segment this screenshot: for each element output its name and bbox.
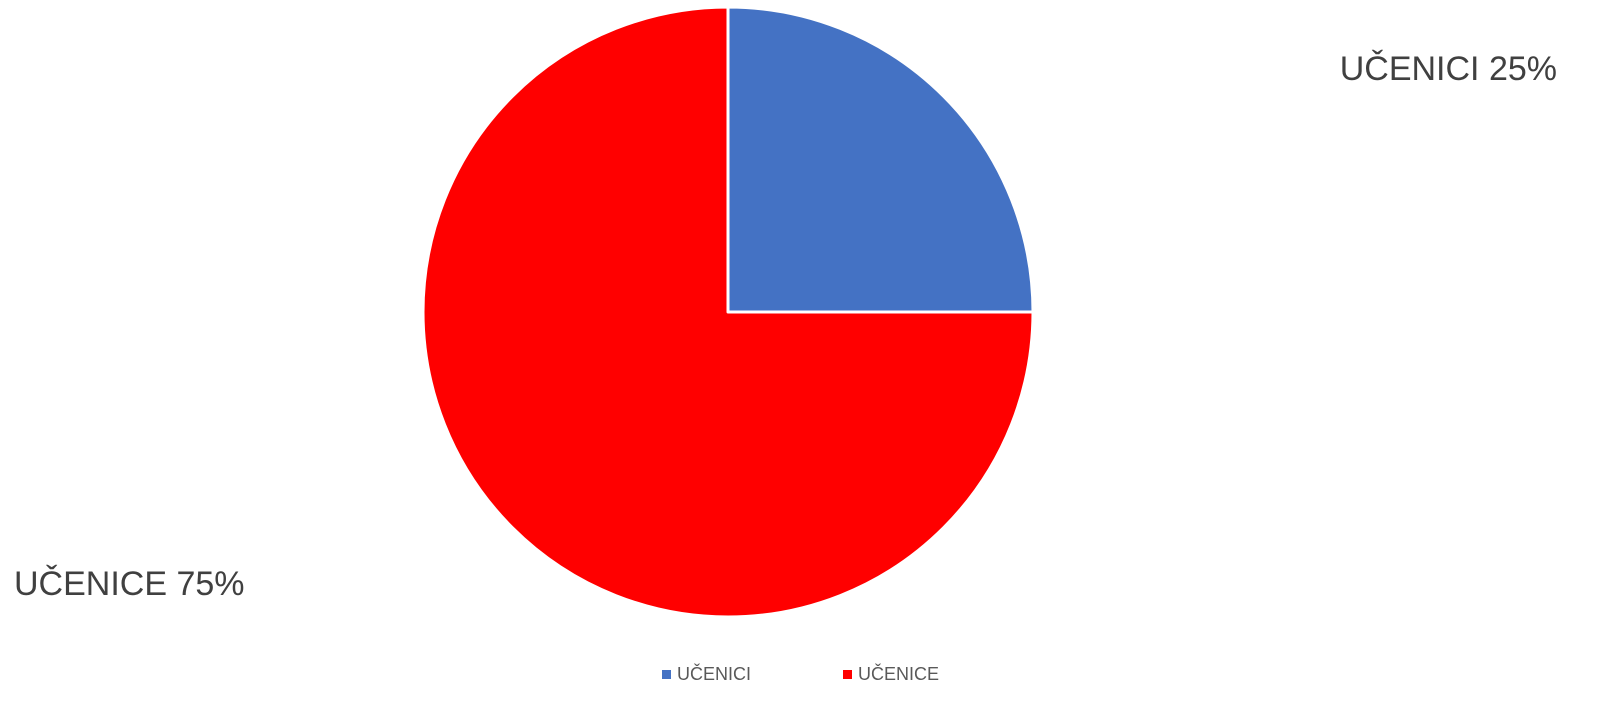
legend-item-ucenice: UČENICE <box>843 664 939 685</box>
legend-swatch-ucenici <box>661 670 671 679</box>
legend-label-ucenici: UČENICI <box>676 664 751 684</box>
pie-slices <box>421 5 1035 619</box>
pie-slice-u-enici <box>726 5 1035 314</box>
data-label-ucenici: UČENICI 25% <box>1339 50 1557 88</box>
data-label-ucenice: UČENICE 75% <box>14 565 245 603</box>
legend-item-ucenici: UČENICI <box>661 664 751 685</box>
pie-slice-u-enice <box>421 5 1035 619</box>
legend-swatch-ucenice <box>843 670 852 679</box>
legend-label-ucenice: UČENICE <box>858 664 940 684</box>
legend: UČENICI UČENICE <box>0 664 1601 685</box>
